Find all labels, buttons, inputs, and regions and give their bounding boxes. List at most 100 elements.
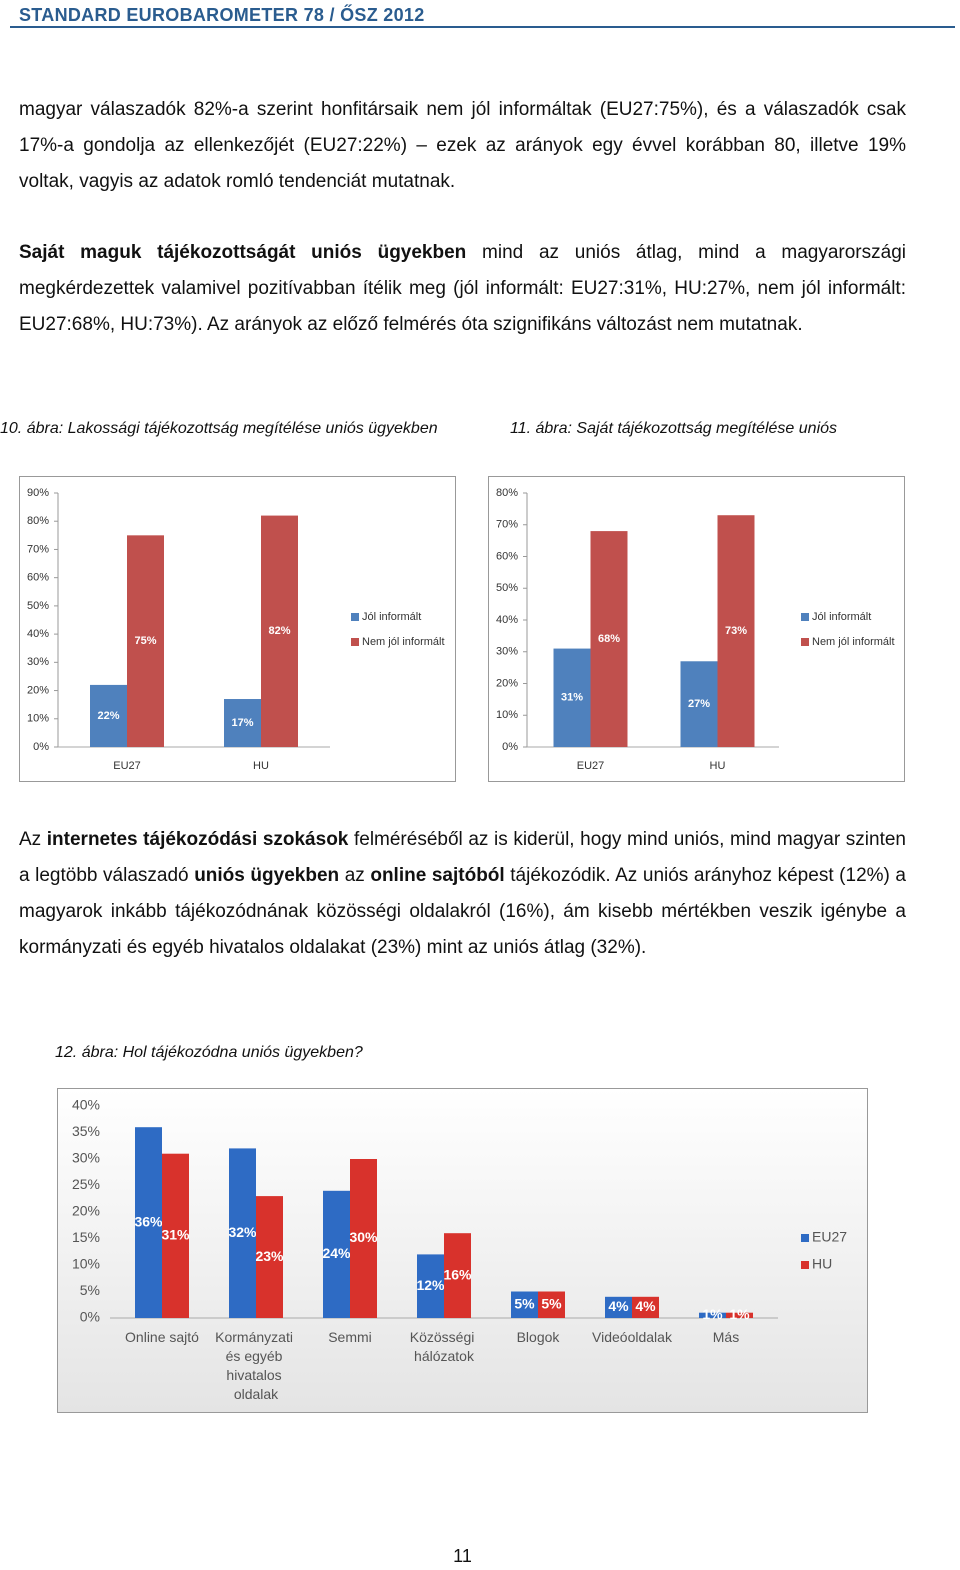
legend-label: Jól informált: [812, 611, 871, 623]
chart: 0% 5% 10% 15% 20% 25% 30% 35% 40% Online sajtó 36%…: [57, 1088, 868, 1413]
data-label: 16%: [443, 1266, 472, 1282]
bar: [605, 1296, 632, 1318]
x-tick-label: Videóoldalak: [592, 1329, 673, 1345]
bar: [590, 531, 628, 747]
bar: [261, 515, 298, 747]
y-tick-label: 0%: [33, 741, 49, 753]
bar: [538, 1291, 565, 1318]
y-tick-label: 60%: [496, 550, 518, 562]
bar: [417, 1254, 444, 1318]
data-label: 31%: [161, 1227, 190, 1243]
data-label: 12%: [416, 1277, 445, 1293]
x-tick-label: Semmi: [328, 1329, 372, 1345]
x-tick-label: EU27: [577, 760, 605, 772]
bar: [323, 1190, 350, 1318]
data-label: 22%: [97, 710, 119, 722]
data-label: 1%: [702, 1306, 723, 1322]
y-tick-label: 40%: [72, 1097, 100, 1113]
legend-swatch: [801, 1261, 809, 1269]
y-tick-label: 20%: [496, 677, 518, 689]
bar: [553, 648, 591, 747]
data-label: 75%: [134, 635, 156, 647]
y-tick-label: 50%: [27, 600, 49, 612]
bar: [680, 661, 718, 747]
data-label: 30%: [349, 1229, 378, 1245]
text: mind az uniós átlag, mind a magyarország…: [19, 242, 906, 335]
y-tick-label: 15%: [72, 1229, 100, 1245]
data-label: 4%: [635, 1298, 656, 1314]
legend-swatch: [801, 613, 809, 621]
legend-label: Nem jól informált: [362, 636, 445, 648]
bold-text: online sajtóból: [370, 865, 505, 886]
y-tick-label: 10%: [496, 709, 518, 721]
data-label: 27%: [688, 698, 710, 710]
y-tick-label: 35%: [72, 1123, 100, 1139]
y-tick-label: 30%: [496, 646, 518, 658]
bar: [135, 1127, 162, 1318]
x-tick-label: Kormányzati és egyéb hivatalos oldalak: [215, 1329, 297, 1402]
x-tick-label: Blogok: [517, 1329, 561, 1345]
bar: [224, 699, 261, 747]
caption: 10. ábra: Lakossági tájékozottság megíté…: [0, 420, 438, 437]
text: Az: [19, 829, 47, 850]
data-label: 23%: [255, 1248, 284, 1264]
legend-label: HU: [812, 1256, 832, 1272]
data-label: 24%: [322, 1245, 351, 1261]
bar: [632, 1296, 659, 1318]
y-tick-label: 90%: [27, 487, 49, 499]
x-tick-label: EU27: [113, 760, 141, 772]
y-tick-label: 0%: [502, 741, 518, 753]
text: az: [339, 865, 371, 886]
data-label: 5%: [541, 1295, 562, 1311]
data-label: 31%: [561, 692, 583, 704]
legend-swatch: [351, 613, 359, 621]
caption: 12. ábra: Hol tájékozódna uniós ügyekben…: [55, 1044, 363, 1061]
bar: [511, 1291, 538, 1318]
y-tick-label: 30%: [27, 656, 49, 668]
bar: [350, 1159, 377, 1318]
x-tick-label: Közösségi hálózatok: [410, 1329, 478, 1364]
y-tick-label: 10%: [27, 713, 49, 725]
bar: [699, 1312, 726, 1318]
bar: [256, 1196, 283, 1318]
text: magyar válaszadók 82%-a szerint honfitár…: [19, 99, 906, 192]
legend-label: EU27: [812, 1229, 847, 1245]
data-label: 82%: [268, 625, 290, 637]
data-label: 68%: [598, 633, 620, 645]
bold-text: uniós ügyekben: [194, 865, 340, 886]
bar: [717, 515, 755, 747]
header-rule: [10, 26, 955, 28]
chart: 0% 10% 20% 30% 40% 50% 60% 70% 80% 90% EU27 22% 75% H…: [19, 476, 456, 782]
bar: [444, 1233, 471, 1318]
y-tick-label: 40%: [27, 628, 49, 640]
page-number: 11: [453, 1546, 472, 1566]
y-tick-label: 10%: [72, 1256, 100, 1272]
legend-swatch: [801, 1234, 809, 1242]
y-tick-label: 40%: [496, 614, 518, 626]
bar: [162, 1153, 189, 1318]
y-tick-label: 60%: [27, 572, 49, 584]
y-tick-label: 20%: [27, 684, 49, 696]
x-tick-label: HU: [710, 760, 726, 772]
x-tick-label: Más: [713, 1329, 739, 1345]
paragraph: Saját maguk tájékozottságát uniós ügyekb…: [19, 235, 906, 343]
data-label: 17%: [231, 717, 253, 729]
data-label: 5%: [514, 1295, 535, 1311]
legend-swatch: [351, 638, 359, 646]
text: tájékozódik. Az uniós arányhoz képest (1…: [19, 865, 906, 958]
data-label: 32%: [228, 1224, 257, 1240]
bold-text: internetes tájékozódási szokások: [46, 829, 349, 850]
data-label: 4%: [608, 1298, 629, 1314]
y-tick-label: 80%: [27, 515, 49, 527]
y-tick-label: 30%: [72, 1150, 100, 1166]
x-tick-label: HU: [253, 760, 269, 772]
bar: [90, 684, 127, 747]
header-title: STANDARD EUROBAROMETER 78 / ŐSZ 2012: [19, 5, 425, 25]
y-tick-label: 50%: [496, 582, 518, 594]
text: felméréséből az is kiderül, hogy mind un…: [19, 829, 906, 886]
y-tick-label: 70%: [496, 519, 518, 531]
y-tick-label: 25%: [72, 1176, 100, 1192]
legend-label: Nem jól informált: [812, 636, 895, 648]
data-label: 36%: [134, 1213, 163, 1229]
